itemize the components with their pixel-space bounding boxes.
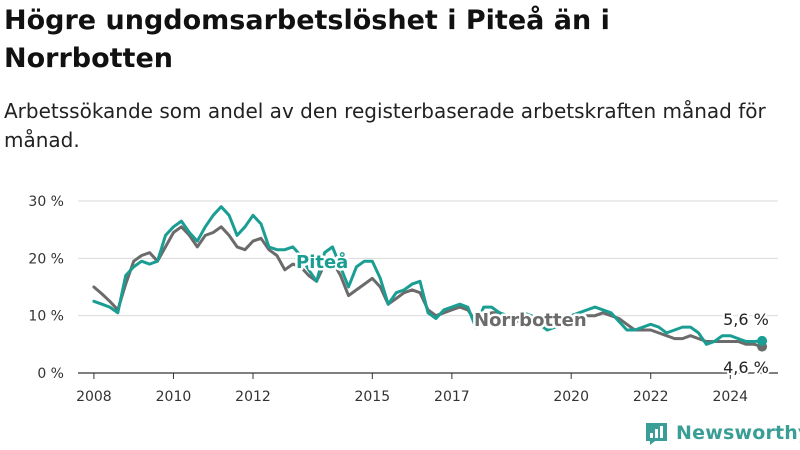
series-line-pitea <box>92 205 764 346</box>
y-tick-label: 20 % <box>28 251 64 267</box>
end-value-label-norrbotten: 4,6 % <box>723 358 769 377</box>
newsworthy-logo-icon <box>646 422 667 445</box>
chart-title: Högre ungdomsarbetslöshet i Piteå än i N… <box>4 5 610 74</box>
x-tick-label: 2020 <box>553 389 589 405</box>
end-value-label-pitea: 5,6 % <box>723 310 769 329</box>
x-tick-label: 2017 <box>434 389 470 405</box>
grid-lines <box>78 200 778 374</box>
series-end-point-pitea <box>757 335 768 346</box>
x-tick-label: 2012 <box>235 389 271 405</box>
y-tick-label: 30 % <box>28 194 64 210</box>
series-name-label-norrbotten: Norrbotten <box>474 310 587 331</box>
series-labels: Piteå Norrbotten 5,6 % 4,6 % <box>294 249 771 380</box>
brand-logo: Newsworthy <box>644 418 800 448</box>
x-tick-label: 2015 <box>354 389 390 405</box>
x-tick-label: 2010 <box>156 389 192 405</box>
series-lines <box>92 205 768 352</box>
series-name-label-pitea: Piteå <box>296 251 348 273</box>
chart-subtitle: Arbetssökande som andel av den registerb… <box>4 99 766 152</box>
brand-name: Newsworthy <box>676 422 800 444</box>
x-tick-label: 2022 <box>633 389 669 405</box>
y-tick-label: 10 % <box>28 309 64 325</box>
axes: 0 % 10 % 20 % 30 % 2008 2010 2012 2015 2017 2020 2… <box>28 194 748 405</box>
x-tick-label: 2024 <box>712 389 748 405</box>
y-tick-label: 0 % <box>37 366 64 382</box>
x-tick-label: 2008 <box>76 389 112 405</box>
